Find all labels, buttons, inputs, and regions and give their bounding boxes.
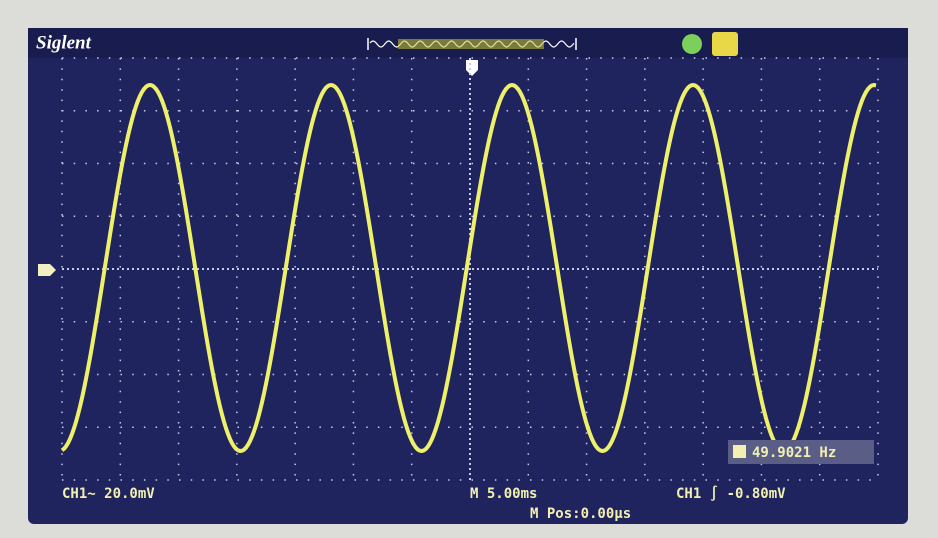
channel-scale: CH1~ 20.0mV bbox=[62, 486, 155, 502]
horizontal-position: M Pos:0.00μs bbox=[530, 506, 631, 522]
memory-window bbox=[398, 39, 544, 49]
oscilloscope-screen: Siglent 49.9021 Hz CH1~ 20.0mV M 5.00ms … bbox=[0, 0, 938, 538]
timebase: M 5.00ms bbox=[470, 486, 537, 502]
status-icon bbox=[682, 34, 702, 54]
usb-icon bbox=[712, 32, 738, 56]
page: Siglent 49.9021 Hz CH1~ 20.0mV M 5.00ms … bbox=[0, 0, 938, 538]
trigger-level: CH1 ∫ -0.80mV bbox=[676, 485, 786, 502]
brand: Siglent bbox=[36, 32, 92, 53]
frequency-readout: 49.9021 Hz bbox=[752, 445, 836, 461]
frequency-icon bbox=[733, 445, 746, 458]
